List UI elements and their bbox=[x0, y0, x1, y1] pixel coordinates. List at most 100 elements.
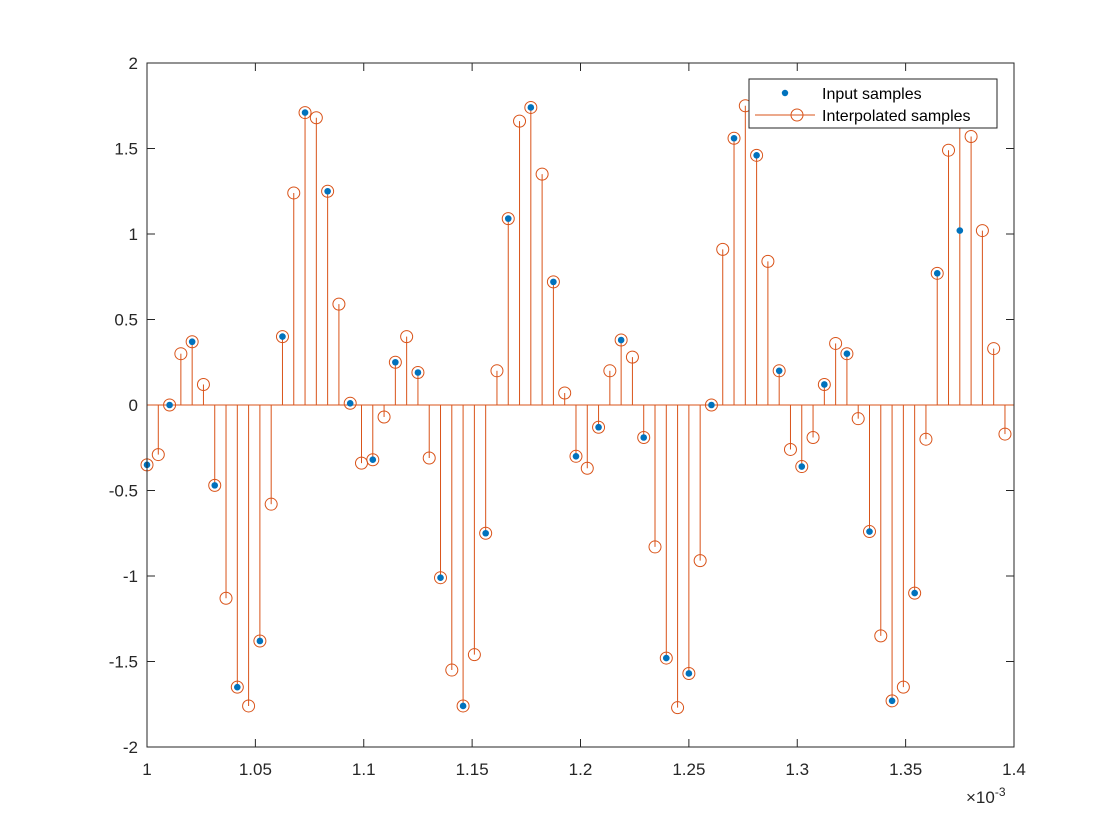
x-tick-label: 1.1 bbox=[352, 760, 376, 779]
interpolated-point bbox=[309, 111, 323, 125]
interpolated-point bbox=[987, 342, 1001, 356]
interpolated-point bbox=[750, 148, 764, 162]
input-point bbox=[933, 270, 941, 277]
interpolated-point bbox=[174, 347, 188, 361]
interpolated-point bbox=[445, 663, 459, 677]
interpolated-point bbox=[693, 554, 707, 568]
interpolated-point bbox=[930, 266, 944, 280]
x-axis-exponent: ×10-3 bbox=[966, 785, 1006, 807]
interpolated-point bbox=[862, 525, 876, 539]
input-point bbox=[234, 683, 241, 691]
x-tick-label: 1.15 bbox=[456, 760, 489, 779]
interpolated-point bbox=[524, 100, 538, 114]
interpolated-point bbox=[467, 648, 481, 662]
legend-box bbox=[748, 78, 998, 129]
y-tick-label: 1.5 bbox=[114, 140, 138, 159]
legend-input-marker bbox=[781, 89, 789, 97]
interpolated-point bbox=[422, 451, 436, 465]
input-point bbox=[640, 434, 648, 441]
x-tick-label: 1 bbox=[142, 760, 151, 779]
input-point bbox=[166, 401, 173, 409]
interpolated-point bbox=[253, 634, 267, 648]
y-tick-label: -1.5 bbox=[109, 653, 138, 672]
input-point bbox=[504, 215, 512, 222]
y-tick-label: -2 bbox=[123, 738, 138, 757]
legend-interpolated-marker bbox=[790, 108, 804, 122]
interpolated-point bbox=[287, 186, 301, 200]
input-point bbox=[866, 528, 873, 535]
interpolated-point bbox=[603, 364, 617, 378]
input-point bbox=[956, 227, 964, 234]
interpolated-point bbox=[817, 377, 831, 391]
input-point bbox=[346, 399, 354, 407]
input-point bbox=[279, 333, 286, 340]
y-tick-label: 1 bbox=[129, 225, 138, 244]
interpolated-point bbox=[942, 143, 956, 157]
interpolated-point bbox=[298, 106, 312, 120]
x-axis-ticks: 1 1.05 1.1 1.15 1.2 1.25 1.3 1.35 1.4 bbox=[142, 63, 1026, 779]
interpolated-point bbox=[648, 540, 662, 554]
legend-input-label: Input samples bbox=[822, 86, 922, 103]
interpolated-point bbox=[783, 442, 797, 456]
x-tick-label: 1.3 bbox=[785, 760, 809, 779]
y-axis-ticks: -2 -1.5 -1 -0.5 0 0.5 1 1.5 2 bbox=[109, 54, 1014, 757]
legend-interpolated-label: Interpolated samples bbox=[822, 108, 971, 125]
interpolated-point bbox=[908, 586, 922, 600]
input-point bbox=[888, 697, 896, 705]
input-point bbox=[527, 104, 535, 111]
interpolated-point bbox=[682, 666, 696, 680]
input-point bbox=[911, 589, 918, 597]
input-point bbox=[662, 654, 670, 662]
input-point bbox=[595, 423, 602, 431]
input-point bbox=[482, 529, 489, 537]
x-tick-label: 1.05 bbox=[239, 760, 272, 779]
interpolated-point bbox=[366, 453, 380, 467]
interpolated-point bbox=[411, 366, 425, 380]
interpolated-point bbox=[795, 460, 809, 474]
interpolated-stems bbox=[146, 104, 1006, 708]
input-point bbox=[775, 367, 783, 375]
interpolated-point bbox=[230, 680, 244, 694]
y-tick-label: -1 bbox=[123, 567, 138, 586]
interpolated-point bbox=[208, 478, 222, 492]
interpolated-point bbox=[456, 699, 470, 713]
x-tick-label: 1.2 bbox=[569, 760, 593, 779]
interpolated-point bbox=[196, 377, 210, 391]
interpolated-point bbox=[772, 364, 786, 378]
y-tick-label: 0.5 bbox=[114, 311, 138, 330]
interpolated-point bbox=[377, 410, 391, 424]
interpolated-point bbox=[964, 130, 978, 144]
x-tick-label: 1.35 bbox=[889, 760, 922, 779]
input-point bbox=[211, 482, 219, 489]
interpolated-point bbox=[659, 651, 673, 665]
input-point bbox=[708, 401, 715, 409]
interpolated-point bbox=[975, 224, 989, 238]
input-point bbox=[459, 702, 467, 710]
interpolated-point bbox=[580, 461, 594, 475]
interpolated-point bbox=[896, 680, 910, 694]
interpolated-point bbox=[614, 333, 628, 347]
interpolated-point bbox=[219, 591, 233, 605]
interpolated-point bbox=[151, 448, 165, 462]
input-point bbox=[414, 369, 422, 376]
input-point bbox=[369, 456, 377, 464]
interpolated-point bbox=[558, 386, 572, 400]
interpolated-point bbox=[546, 275, 560, 289]
interpolated-point bbox=[343, 396, 357, 410]
input-point bbox=[730, 134, 738, 142]
interpolated-point bbox=[501, 212, 515, 226]
y-tick-label: 0 bbox=[129, 396, 138, 415]
interpolated-point bbox=[761, 254, 775, 268]
x-tick-label: 1.25 bbox=[672, 760, 705, 779]
interpolated-point bbox=[919, 432, 933, 446]
interpolated-point bbox=[569, 449, 583, 463]
interpolated-point bbox=[998, 427, 1012, 441]
interpolated-point bbox=[185, 335, 199, 349]
interpolated-point bbox=[829, 336, 843, 350]
interpolated-point bbox=[479, 526, 493, 540]
input-point bbox=[392, 358, 399, 366]
interpolated-point bbox=[851, 412, 865, 426]
input-point bbox=[572, 453, 580, 460]
interpolated-point bbox=[275, 330, 289, 344]
y-tick-label: 2 bbox=[129, 54, 138, 73]
